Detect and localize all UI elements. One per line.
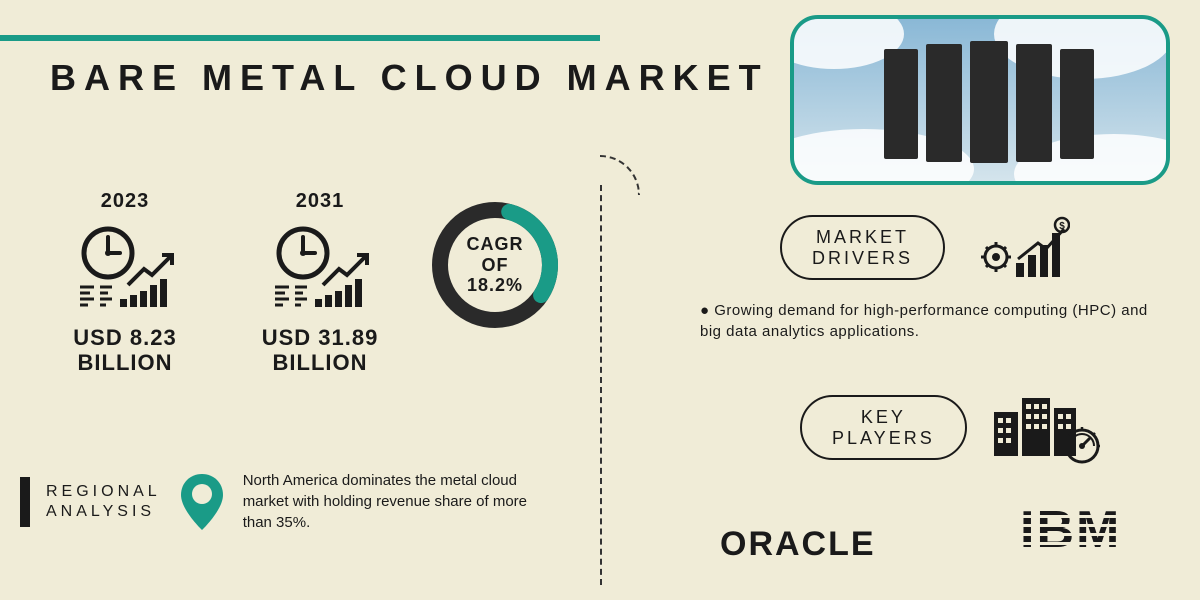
svg-text:$: $ (1059, 221, 1065, 232)
regional-text: North America dominates the metal cloud … (243, 470, 543, 533)
cagr-label: CAGR OF 18.2% (467, 234, 524, 296)
hero-image (790, 15, 1170, 185)
oracle-logo: ORACLE (720, 525, 876, 564)
amount-label: USD 31.89 BILLION (230, 325, 410, 376)
regional-analysis: REGIONAL ANALYSIS North America dominate… (20, 470, 543, 533)
regional-heading: REGIONAL ANALYSIS (46, 482, 161, 520)
gear-growth-icon: $ (980, 215, 1070, 280)
clock-growth-icon (265, 225, 375, 310)
stat-block-2031: 2031 USD 31.89 BILLION (230, 190, 410, 376)
page-title: BARE METAL CLOUD MARKET (50, 55, 769, 102)
cagr-donut: CAGR OF 18.2% (430, 200, 560, 330)
driver-bullet: ● Growing demand for high-performance co… (700, 300, 1150, 342)
amount-label: USD 8.23 BILLION (40, 325, 210, 376)
buildings-gauge-icon (990, 390, 1100, 465)
clock-growth-icon (70, 225, 180, 310)
accent-bar (0, 35, 600, 41)
vertical-divider (600, 185, 602, 585)
divider-curve (600, 155, 640, 195)
key-players-heading: KEY PLAYERS (800, 395, 967, 460)
market-drivers-heading: MARKET DRIVERS (780, 215, 945, 280)
regional-accent-bar (20, 477, 30, 527)
stat-block-2023: 2023 USD 8.23 BILLION (40, 190, 210, 376)
ibm-logo: IBM (1020, 500, 1121, 560)
year-label: 2023 (40, 190, 210, 213)
year-label: 2031 (230, 190, 410, 213)
location-pin-icon (177, 472, 227, 532)
